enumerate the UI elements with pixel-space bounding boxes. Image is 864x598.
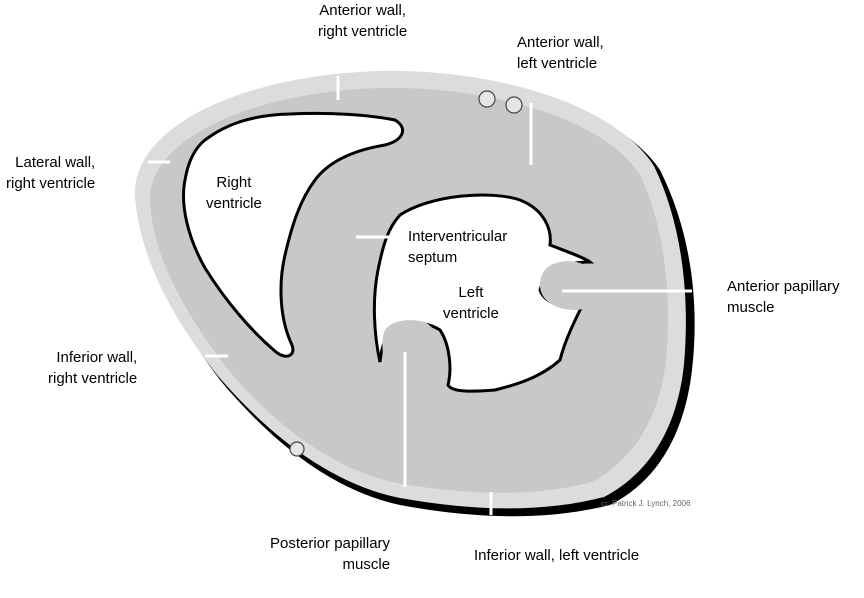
label-anterior-papillary-muscle: Anterior papillary muscle [727,278,840,316]
label-posterior-papillary-muscle: Posterior papillary muscle [270,535,391,573]
label-inferior-wall-rv: Inferior wall, right ventricle [48,349,138,387]
coronary-vessel-3 [289,441,305,457]
label-lateral-wall-rv: Lateral wall, right ventricle [6,154,96,192]
label-inferior-wall-lv: Inferior wall, left ventricle [474,547,640,564]
left-ventricle-cavity [372,193,595,393]
right-ventricle-cavity [182,111,405,358]
posterior-papillary-muscle [382,320,445,388]
credit-text: Patrick J. Lynch, 2006 [612,499,691,508]
cc-icon: cc [601,501,608,508]
label-anterior-wall-rv: Anterior wall, right ventricle [318,2,408,40]
label-left-ventricle: Left ventricle [443,284,499,322]
label-right-ventricle: Right ventricle [206,174,262,212]
coronary-vessel-2 [505,96,523,114]
anterior-papillary-muscle [540,261,600,310]
label-interventricular-septum: Interventricular septum [408,228,508,266]
coronary-vessel-1 [478,90,496,108]
label-anterior-wall-lv: Anterior wall, left ventricle [517,34,604,72]
credit-line: cc Patrick J. Lynch, 2006 [601,499,690,508]
